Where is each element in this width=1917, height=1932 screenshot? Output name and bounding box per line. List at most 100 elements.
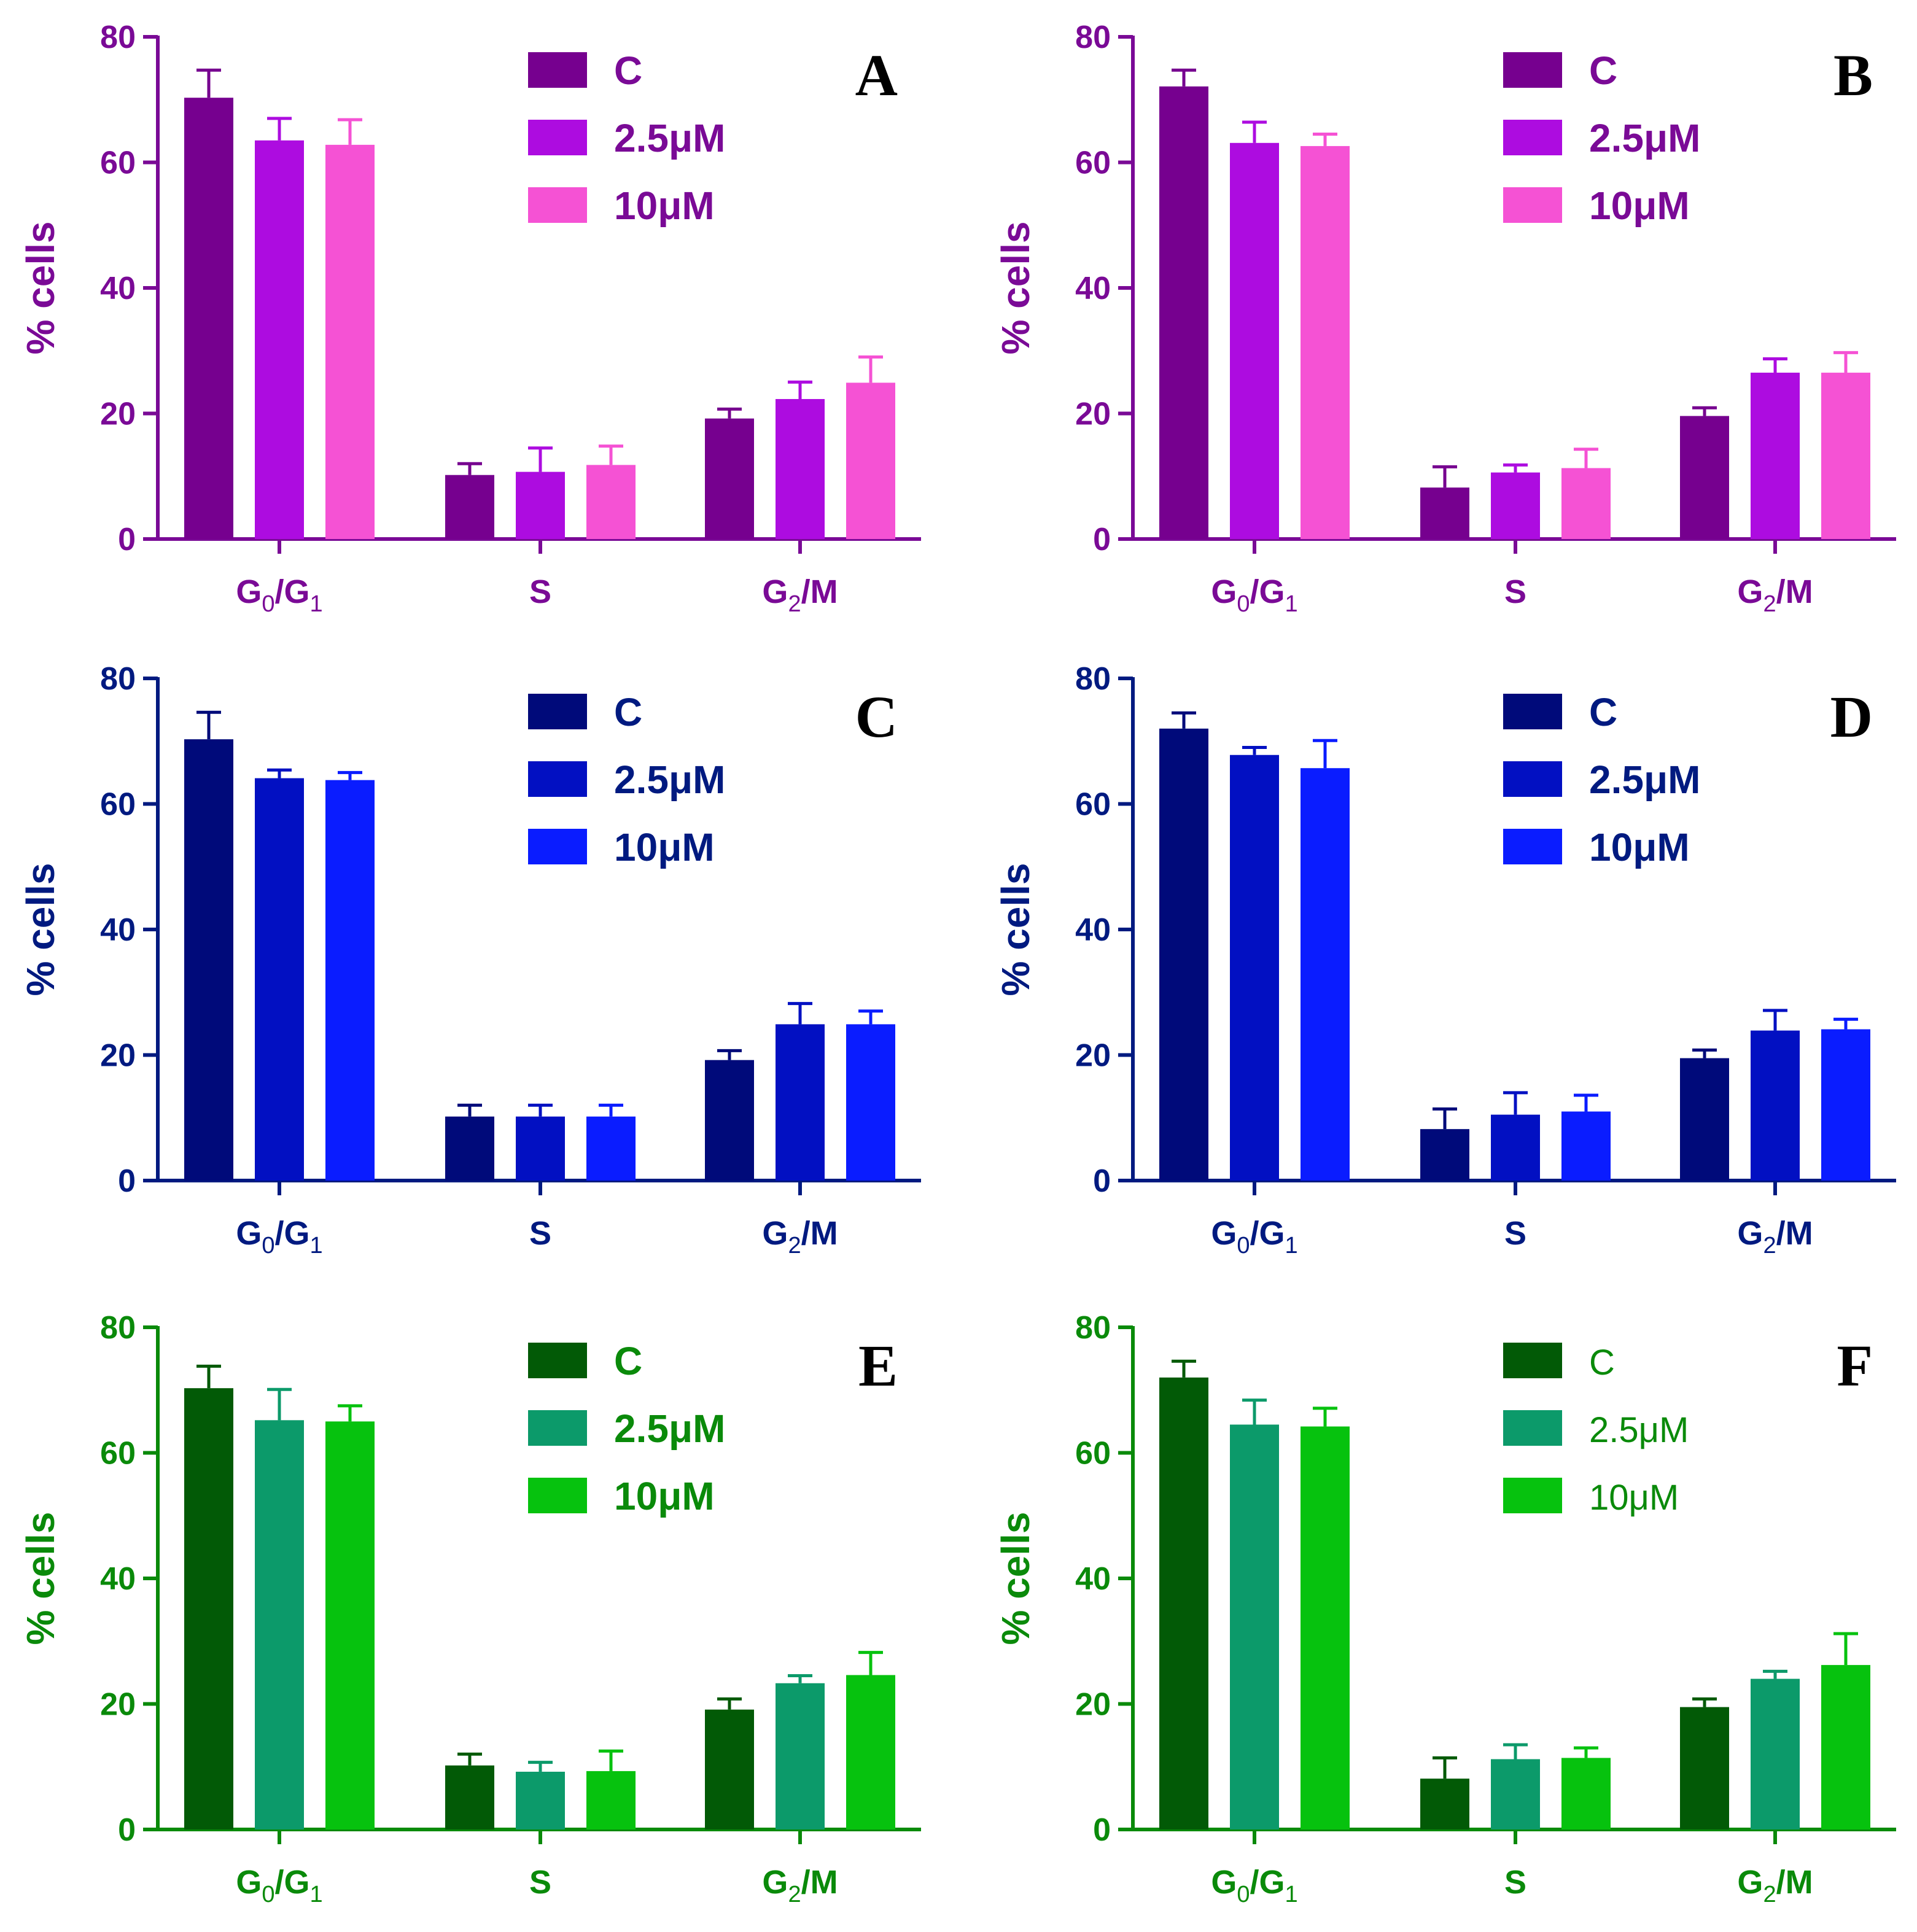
x-tick-label: S	[1504, 1864, 1526, 1901]
bar	[325, 144, 375, 539]
y-tick-label: 80	[100, 1310, 136, 1346]
panel-letter: B	[1833, 42, 1873, 108]
legend-label: 2.5μM	[614, 116, 725, 160]
label-part: G	[1211, 1864, 1237, 1901]
subscript: 2	[1763, 591, 1776, 617]
bar	[1491, 1759, 1540, 1829]
bar	[846, 382, 895, 539]
y-tick-label: 60	[100, 1436, 136, 1472]
bar	[1751, 1678, 1800, 1829]
y-axis-label: % cells	[993, 221, 1038, 354]
bar	[1159, 728, 1208, 1181]
y-axis-label: % cells	[18, 221, 63, 354]
subscript: 0	[262, 591, 274, 617]
bar	[1821, 1665, 1870, 1829]
label-part: S	[1504, 1215, 1526, 1252]
y-tick-label: 80	[1075, 661, 1111, 697]
subscript: 0	[262, 1882, 274, 1907]
panel-letter: A	[855, 42, 898, 108]
legend-swatch	[1503, 694, 1562, 729]
bar	[846, 1024, 895, 1181]
legend-label: 2.5μM	[614, 1406, 725, 1451]
label-part: S	[529, 573, 551, 610]
label-part: G	[1211, 573, 1237, 610]
y-tick-label: 0	[118, 1163, 136, 1199]
y-tick-label: 60	[1075, 145, 1111, 181]
legend-label: 10μM	[1589, 825, 1690, 869]
legend-swatch	[1503, 187, 1562, 223]
bar	[1680, 1058, 1729, 1181]
label-part: /M	[1776, 1864, 1813, 1901]
legend-label: 2.5μM	[1589, 758, 1700, 802]
x-tick-label: G2/M	[1737, 1215, 1813, 1259]
x-tick-label: G0/G1	[236, 573, 322, 617]
legend-swatch	[528, 52, 587, 88]
bar	[1491, 1114, 1540, 1181]
y-tick-label: 40	[100, 1561, 136, 1597]
legend-swatch	[528, 761, 587, 797]
legend-swatch	[528, 829, 587, 864]
y-tick-label: 80	[1075, 1310, 1111, 1346]
legend-label: C	[614, 48, 642, 93]
y-tick-label: 60	[1075, 787, 1111, 823]
legend-swatch	[1503, 761, 1562, 797]
bar	[445, 1765, 494, 1829]
bar	[1751, 373, 1800, 539]
label-part: G	[762, 1864, 788, 1901]
bar	[325, 1421, 375, 1829]
bar	[445, 475, 494, 539]
legend-swatch	[1503, 1478, 1562, 1513]
legend-swatch	[528, 1343, 587, 1378]
bar	[1821, 373, 1870, 539]
x-tick-label: G2/M	[762, 573, 838, 617]
label-part: /G	[1250, 1215, 1285, 1252]
label-part: /G	[275, 1215, 310, 1252]
legend-label: C	[614, 1339, 642, 1383]
legend-swatch	[528, 694, 587, 729]
bar	[1420, 1129, 1469, 1181]
subscript: 0	[1237, 1233, 1250, 1259]
bar	[776, 398, 825, 539]
y-tick-label: 20	[1075, 1687, 1111, 1723]
y-tick-label: 0	[1093, 1163, 1111, 1199]
legend-label: 10μM	[614, 184, 715, 228]
bar	[705, 418, 754, 539]
legend-swatch	[528, 1478, 587, 1513]
bar	[1680, 1707, 1729, 1829]
y-tick-label: 20	[1075, 1038, 1111, 1074]
x-tick-label: G2/M	[1737, 1864, 1813, 1907]
y-tick-label: 60	[100, 145, 136, 181]
legend-swatch	[1503, 120, 1562, 155]
label-part: /M	[801, 573, 838, 610]
x-tick-label: S	[529, 1215, 551, 1252]
legend-label: 10μM	[614, 825, 715, 869]
label-part: G	[236, 1215, 262, 1252]
label-part: S	[529, 1215, 551, 1252]
label-part: G	[1737, 573, 1763, 610]
x-tick-label: S	[529, 573, 551, 610]
y-tick-label: 20	[100, 397, 136, 432]
legend-label: C	[614, 690, 642, 734]
panel-letter: D	[1830, 684, 1873, 750]
legend-swatch	[528, 120, 587, 155]
y-axis-label: % cells	[993, 863, 1038, 996]
label-part: G	[1211, 1215, 1237, 1252]
legend-swatch	[1503, 829, 1562, 864]
label-part: G	[1737, 1864, 1763, 1901]
label-part: G	[1737, 1215, 1763, 1252]
bar	[255, 1420, 304, 1829]
label-part: /G	[1250, 1864, 1285, 1901]
bar	[184, 739, 233, 1181]
legend-swatch	[1503, 52, 1562, 88]
y-tick-label: 60	[100, 787, 136, 823]
subscript: 1	[1285, 1882, 1298, 1907]
bar	[184, 98, 233, 539]
label-part: /G	[275, 573, 310, 610]
y-tick-label: 80	[100, 661, 136, 697]
y-tick-label: 40	[1075, 271, 1111, 306]
